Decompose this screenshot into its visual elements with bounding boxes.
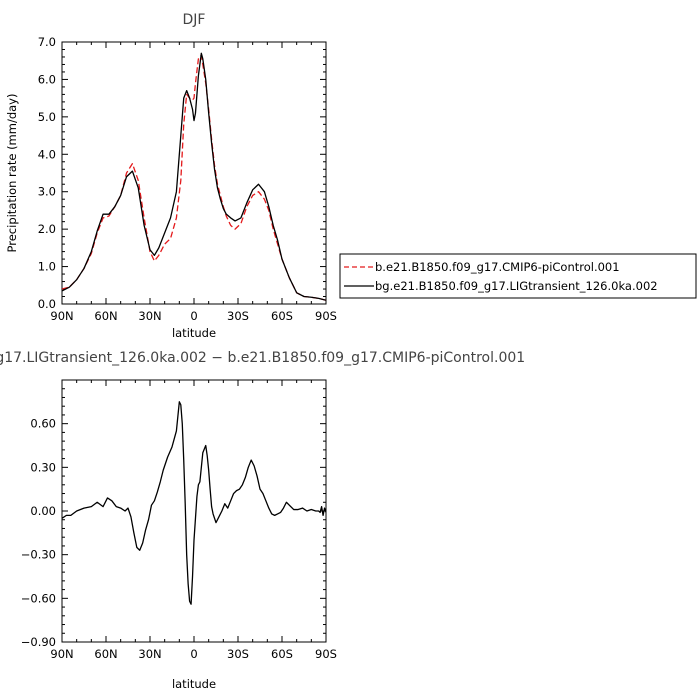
bottom-y-tick-label: 0.60 xyxy=(30,417,56,431)
bottom-x-tick-label: 30N xyxy=(138,647,161,661)
top-panel: DJF 90N 60N 30N 0 30S 60S 90S 0.0 1.0 2.0 3.0 4.0 5.0… xyxy=(5,12,697,340)
top-series-line-1 xyxy=(62,52,326,301)
bottom-panel: bg.e21.B1850.f09_g17.LIGtransient_126.0k… xyxy=(0,350,525,691)
bottom-x-tick-label: 0 xyxy=(190,647,197,661)
top-y-tick-label: 2.0 xyxy=(38,222,56,236)
top-y-tick-label: 0.0 xyxy=(38,297,56,311)
legend-label-0: b.e21.B1850.f09_g17.CMIP6-piControl.001 xyxy=(375,260,620,274)
bottom-plot-frame xyxy=(61,379,327,643)
top-y-tick-label: 1.0 xyxy=(38,260,56,274)
top-y-tick-label: 3.0 xyxy=(38,185,56,199)
top-x-tick-label: 0 xyxy=(190,309,197,323)
top-x-tick-label: 30S xyxy=(227,309,249,323)
top-y-tick-label: 7.0 xyxy=(38,35,56,49)
top-y-axis-label: Precipitation rate (mm/day) xyxy=(5,94,19,253)
top-chart-title: DJF xyxy=(183,12,206,28)
bottom-x-tick-label: 90S xyxy=(315,647,337,661)
legend-box xyxy=(339,253,697,299)
bottom-x-tick-label: 60S xyxy=(271,647,293,661)
top-x-tick-label: 90S xyxy=(315,309,337,323)
top-x-tick-label: 90N xyxy=(50,309,73,323)
top-x-tick-label: 30N xyxy=(138,309,161,323)
top-x-tick-label: 60N xyxy=(94,309,117,323)
top-series-line-0 xyxy=(62,54,326,301)
top-x-tick-label: 60S xyxy=(271,309,293,323)
bottom-x-axis-label: latitude xyxy=(172,677,216,691)
legend-label-1: bg.e21.B1850.f09_g17.LIGtransient_126.0k… xyxy=(375,279,658,293)
bottom-y-tick-label: 0.30 xyxy=(30,460,56,474)
bottom-x-tick-label: 30S xyxy=(227,647,249,661)
bottom-y-tick-label: −0.60 xyxy=(21,591,56,605)
bottom-chart-title: bg.e21.B1850.f09_g17.LIGtransient_126.0k… xyxy=(0,350,525,366)
top-y-tick-label: 4.0 xyxy=(38,147,56,161)
top-x-axis-label: latitude xyxy=(172,326,216,340)
bottom-series-line-0 xyxy=(62,401,326,605)
top-y-tick-label: 6.0 xyxy=(38,72,56,86)
top-y-tick-label: 5.0 xyxy=(38,110,56,124)
bottom-y-tick-label: −0.90 xyxy=(21,635,56,649)
top-plot-frame xyxy=(61,41,327,305)
bottom-x-tick-label: 90N xyxy=(50,647,73,661)
bottom-y-tick-label: −0.30 xyxy=(21,548,56,562)
bottom-y-tick-label: 0.00 xyxy=(30,504,56,518)
bottom-x-tick-label: 60N xyxy=(94,647,117,661)
